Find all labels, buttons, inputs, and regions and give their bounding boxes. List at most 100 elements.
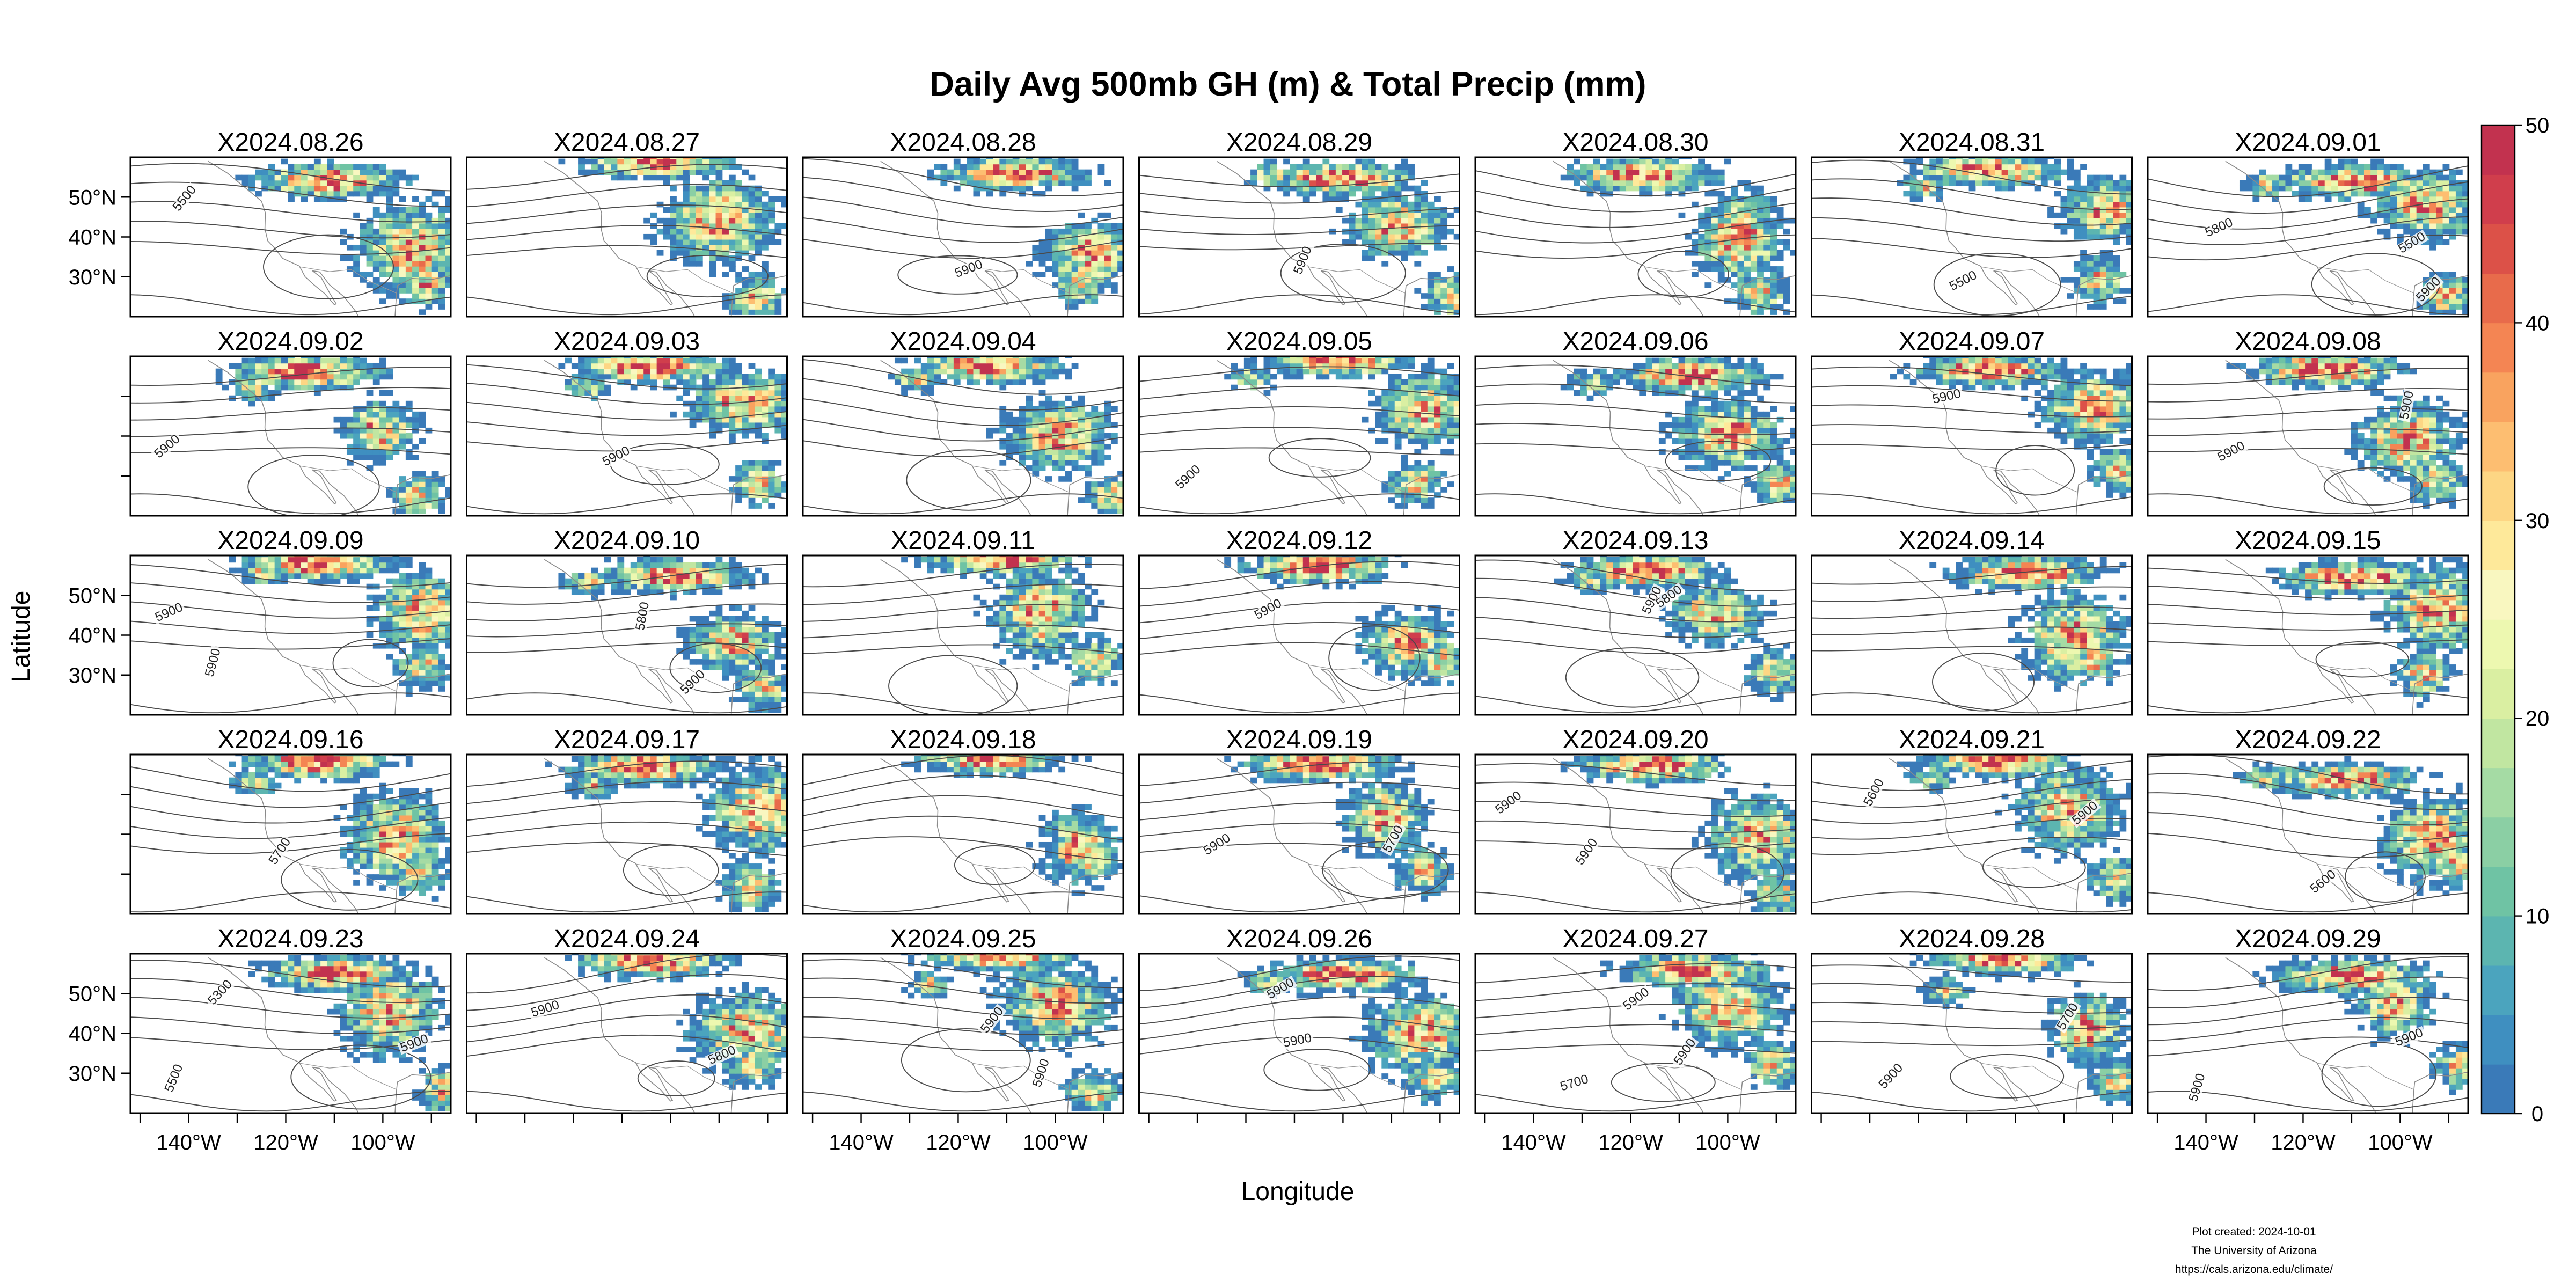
precip-cell <box>1757 185 1764 192</box>
precip-cell <box>2331 169 2338 175</box>
precip-cell <box>696 191 703 197</box>
precip-cell <box>1408 379 1415 385</box>
precip-cell <box>1440 368 1448 375</box>
map-panel: X2024.08.30 <box>1474 128 1797 318</box>
precip-cell <box>320 363 327 369</box>
precip-cell <box>774 309 782 315</box>
precip-cell <box>1032 449 1040 455</box>
precip-cell <box>748 309 756 315</box>
precip-cell <box>1731 395 1738 401</box>
precip-cell <box>1065 164 1072 170</box>
precip-cell <box>1032 422 1040 428</box>
precip-cell <box>728 400 736 407</box>
precip-cell <box>1724 406 1731 412</box>
precip-cell <box>1995 363 2002 369</box>
precip-cell <box>2113 239 2120 245</box>
precip-cell <box>1375 233 1382 240</box>
precip-cell <box>1421 481 1428 487</box>
precip-cell <box>1776 282 1784 288</box>
precip-cell <box>611 164 618 170</box>
precip-cell <box>366 363 374 369</box>
precip-cell <box>742 309 749 315</box>
precip-cell <box>960 180 967 186</box>
precip-cell <box>2324 174 2332 181</box>
precip-cell <box>1052 272 1059 277</box>
precip-cell <box>683 180 690 186</box>
precip-cell <box>379 357 386 364</box>
precip-cell <box>301 379 308 385</box>
precip-cell <box>1058 427 1066 434</box>
precip-cell <box>346 379 354 385</box>
precip-cell <box>288 191 295 197</box>
precip-cell <box>1368 400 1375 407</box>
precip-cell <box>597 356 605 358</box>
precip-cell <box>2093 277 2101 283</box>
precip-cell <box>2080 379 2087 385</box>
precip-cell <box>1975 174 1982 181</box>
precip-cell <box>1717 379 1725 385</box>
precip-cell <box>774 304 782 310</box>
precip-cell <box>419 293 426 299</box>
precip-cell <box>1421 503 1428 509</box>
precip-cell <box>1685 357 1692 364</box>
precip-cell <box>2060 390 2068 396</box>
precip-cell <box>1763 449 1771 455</box>
precip-cell <box>1104 223 1111 229</box>
precip-cell <box>960 169 967 175</box>
precip-cell <box>1091 244 1099 251</box>
precip-cell <box>1401 244 1408 251</box>
precip-cell <box>2080 395 2087 401</box>
precip-cell <box>999 374 1007 380</box>
precip-cell <box>1414 228 1422 235</box>
precip-cell <box>1401 433 1408 439</box>
precip-cell <box>1744 228 1751 235</box>
precip-cell <box>1058 363 1066 369</box>
precip-cell <box>663 158 670 165</box>
precip-cell <box>1731 406 1738 412</box>
precip-cell <box>399 223 406 229</box>
precip-cell <box>1375 411 1382 418</box>
precip-cell <box>2397 185 2404 192</box>
precip-cell <box>2113 455 2120 460</box>
precip-cell <box>399 497 406 503</box>
precip-cell <box>2080 293 2087 299</box>
precip-cell <box>2067 368 2074 375</box>
gh-contour <box>1811 178 2132 210</box>
precip-cell <box>2001 169 2009 175</box>
precip-cell <box>967 169 974 175</box>
precip-cell <box>979 174 987 181</box>
precip-cell <box>2462 298 2468 304</box>
precip-cell <box>1263 356 1271 358</box>
precip-cell <box>399 492 406 498</box>
precip-cell <box>340 384 347 391</box>
precip-cell <box>2436 487 2443 493</box>
precip-cell <box>2087 217 2094 224</box>
precip-cell <box>1012 185 1020 192</box>
precip-cell <box>1085 443 1092 450</box>
precip-cell <box>1440 304 1448 310</box>
precip-cell <box>1613 169 1620 175</box>
precip-cell <box>611 357 618 364</box>
precip-cell <box>1580 164 1587 170</box>
precip-cell <box>366 191 374 197</box>
precip-cell <box>1909 164 1917 170</box>
precip-cell <box>2429 174 2436 181</box>
precip-cell <box>1019 411 1026 418</box>
precip-cell <box>781 427 787 434</box>
precip-cell <box>715 379 723 385</box>
precip-cell <box>624 164 631 170</box>
precip-cell <box>722 384 729 391</box>
precip-cell <box>1078 255 1085 261</box>
precip-cell <box>360 368 367 375</box>
precip-cell <box>2054 390 2061 396</box>
precip-cell <box>1678 433 1686 439</box>
precip-cell <box>2001 180 2009 186</box>
precip-cell <box>1026 374 1033 380</box>
precip-cell <box>1283 191 1290 197</box>
precip-cell <box>1704 180 1712 186</box>
precip-cell <box>1750 406 1758 412</box>
precip-cell <box>1724 228 1731 235</box>
precip-cell <box>2073 191 2081 197</box>
precip-cell <box>1691 185 1699 192</box>
precip-cell <box>1052 233 1059 240</box>
